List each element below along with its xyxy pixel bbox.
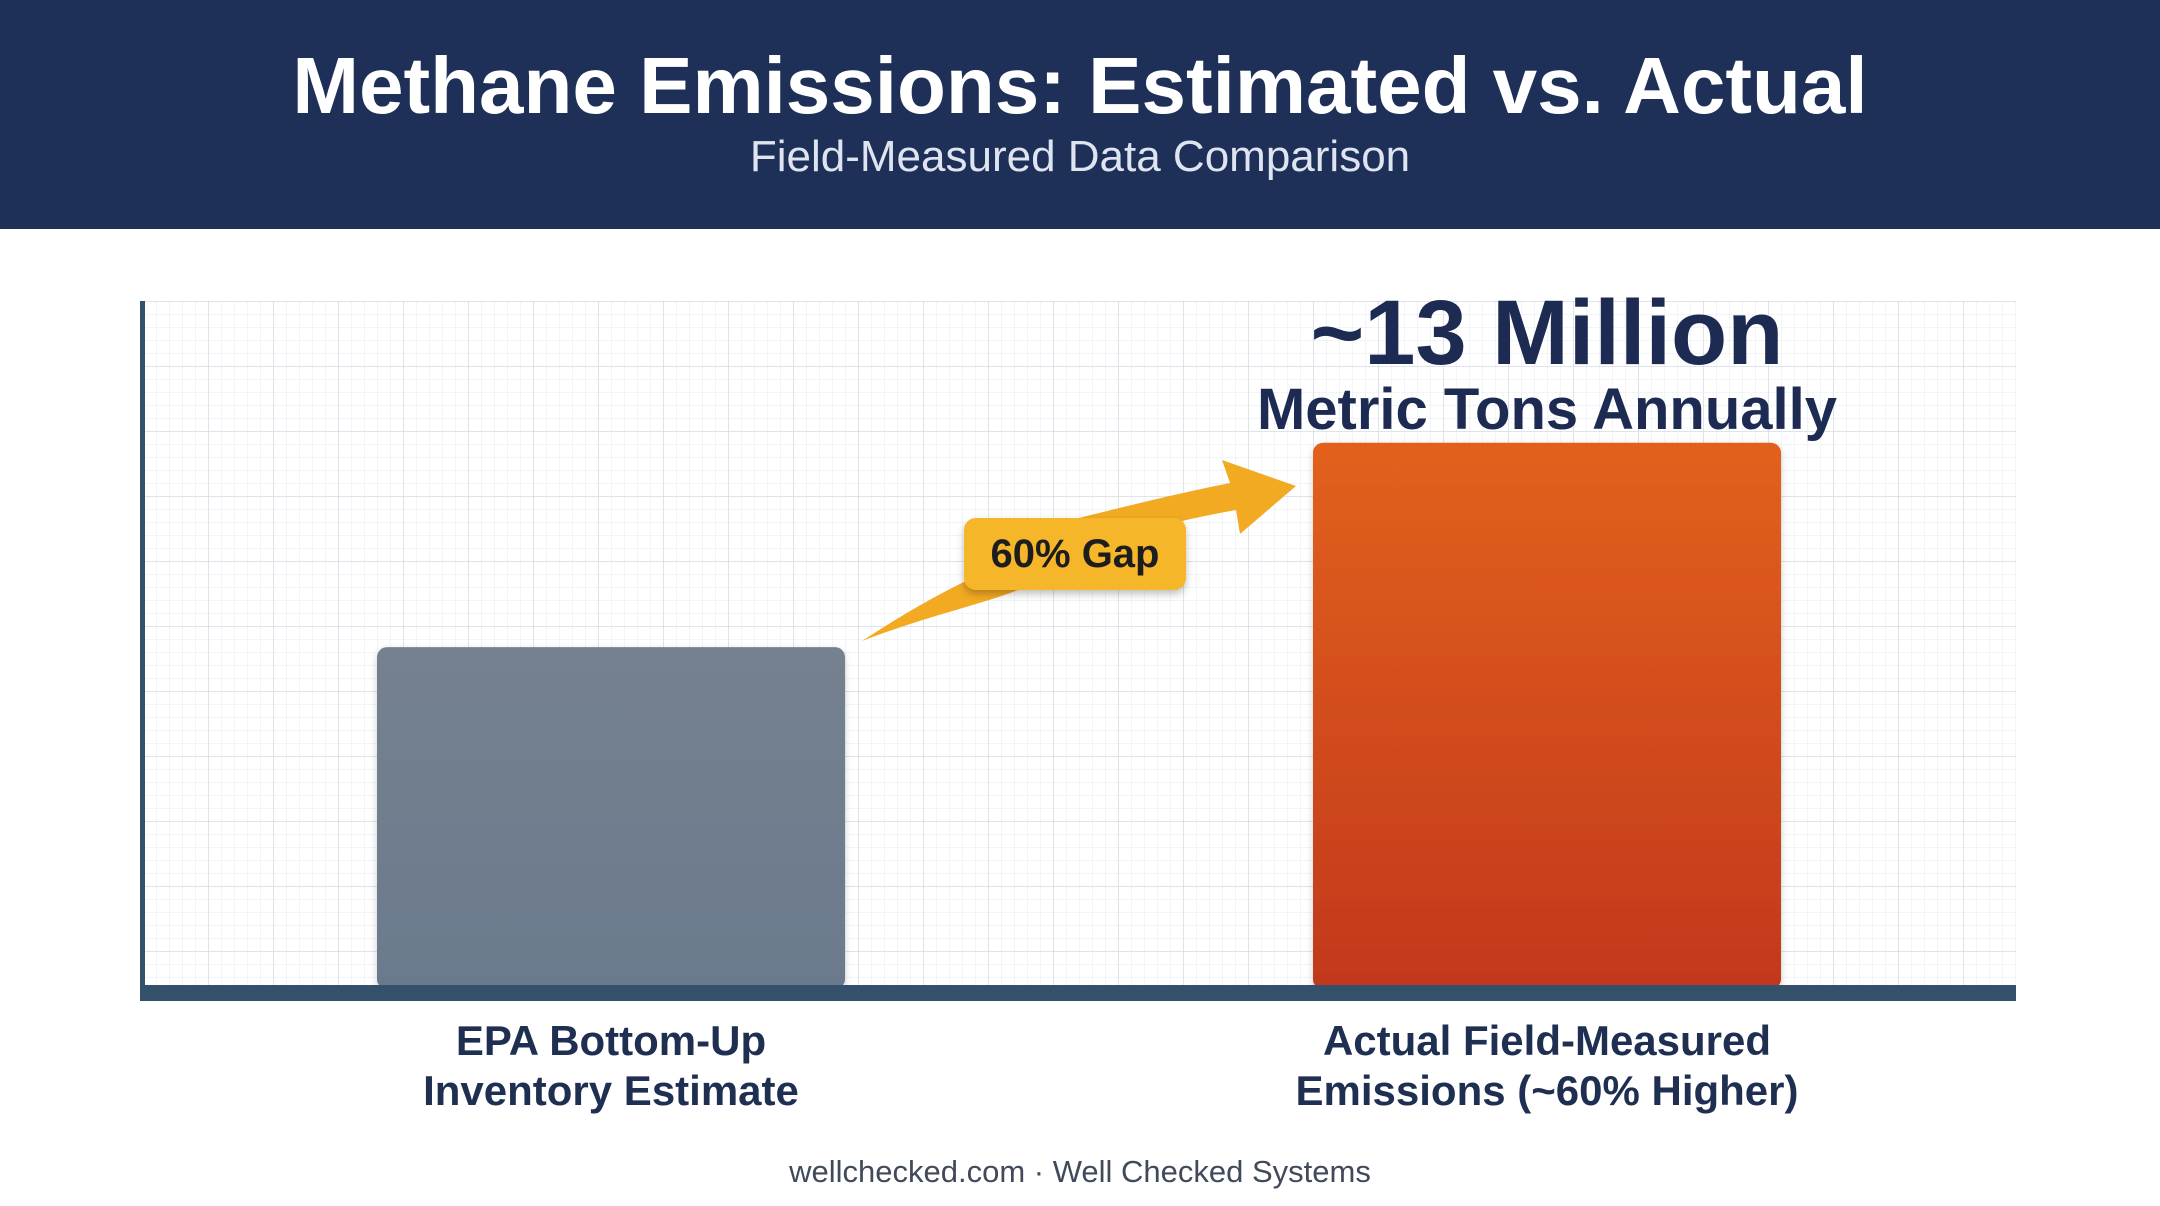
header-band: Methane Emissions: Estimated vs. Actual … — [0, 0, 2160, 229]
category-label-epa-line-1: EPA Bottom-Up — [455, 1017, 767, 1064]
category-label-actual-line-2: Emissions (~60% Higher) — [1295, 1067, 1799, 1114]
category-label-epa-line-2: Inventory Estimate — [423, 1067, 799, 1114]
category-label-actual-line-1: Actual Field-Measured — [1322, 1017, 1772, 1064]
chart-title: Methane Emissions: Estimated vs. Actual — [292, 41, 1868, 130]
footer-credit: wellchecked.com · Well Checked Systems — [789, 1154, 1371, 1189]
y-axis-line — [140, 301, 145, 990]
value-callout-small: Metric Tons Annually — [1256, 377, 1838, 442]
bar-epa-estimate — [377, 647, 845, 989]
category-label-epa: EPA Bottom-Up Inventory Estimate — [261, 1016, 961, 1116]
x-axis-line — [140, 985, 2016, 1001]
value-callout-big: ~13 Million — [1310, 282, 1784, 384]
chart-subtitle: Field-Measured Data Comparison — [749, 132, 1411, 181]
category-label-actual: Actual Field-Measured Emissions (~60% Hi… — [1197, 1016, 1897, 1116]
gap-badge: 60% Gap — [964, 518, 1186, 590]
bar-group — [377, 442, 1781, 989]
bar-actual-measured — [1313, 442, 1781, 989]
